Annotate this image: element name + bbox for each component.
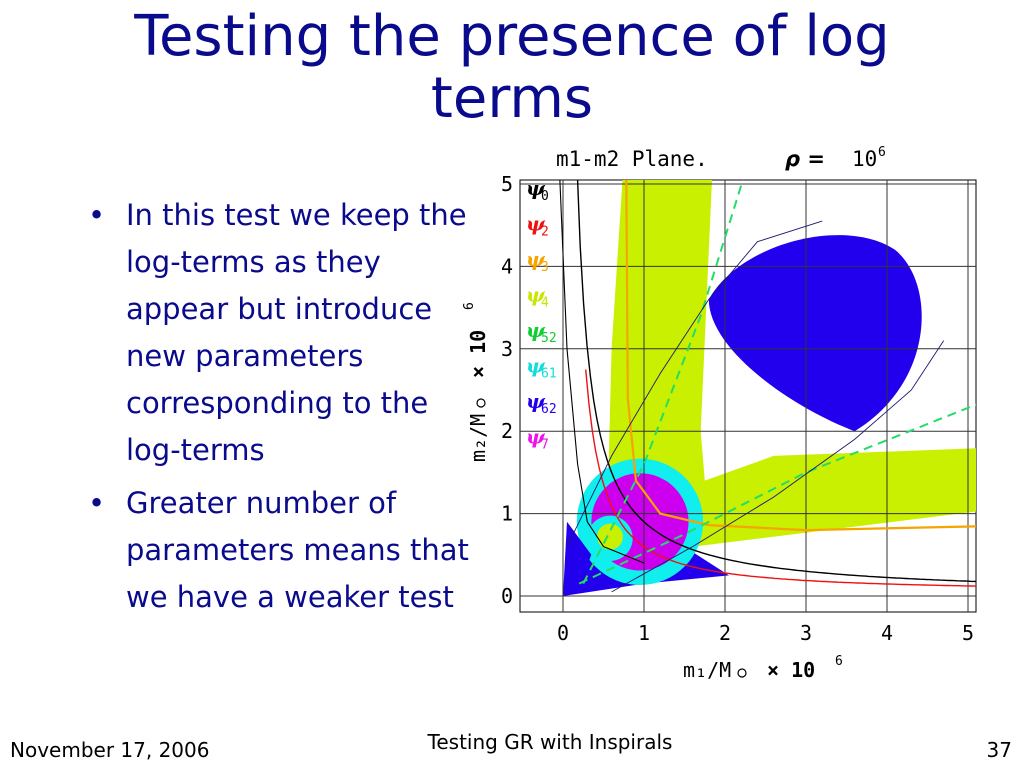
x-tick-label: 3 [800, 621, 812, 645]
bullet-dot-icon: • [88, 198, 106, 232]
psi62-blob-region [708, 235, 922, 432]
y-axis-label-suffix: × 10 [466, 330, 490, 378]
y-tick-label: 2 [501, 419, 513, 443]
bullet-dot-icon: • [88, 486, 106, 520]
axis-ticks: 0 1 2 3 4 5 0 1 2 3 4 5 [501, 172, 974, 645]
footer-title: Testing GR with Inspirals [427, 730, 673, 754]
x-tick-label: 1 [638, 621, 650, 645]
y-tick-label: 5 [501, 172, 513, 196]
x-axis-label: m₁/M × 10 6 [683, 654, 843, 682]
legend-entry-symbol: ψ [526, 247, 546, 271]
legend-entry-subscript: 3 [541, 260, 549, 275]
psi3-curve [625, 180, 976, 532]
psi4-inner-spot [597, 523, 623, 550]
thin-contour-lower [611, 340, 945, 593]
legend-entry-subscript: 2 [541, 225, 549, 240]
legend-entry-subscript: 61 [541, 367, 557, 382]
y-tick-label: 3 [501, 337, 513, 361]
psi52-dashed-lower [578, 403, 976, 585]
y-tick-label: 4 [501, 254, 513, 278]
x-axis-label-exp: 6 [835, 654, 843, 669]
slide-title: Testing the presence of log terms [0, 6, 1024, 130]
legend-entry-symbol: ψ [526, 318, 546, 342]
x-axis-label-suffix: × 10 [767, 658, 815, 682]
bullet-item: • In this test we keep the log-terms as … [88, 192, 480, 474]
y-axis-label-text: m₂/M [466, 414, 490, 462]
bullet-text: In this test we keep the log-terms as th… [126, 198, 467, 467]
legend-entry-symbol: ψ [526, 354, 546, 378]
psi52-dashed-upper [582, 180, 744, 585]
legend-entry-subscript: 62 [541, 402, 557, 417]
x-axis-label-text: m₁/M [683, 658, 731, 682]
x-tick-label: 4 [881, 621, 893, 645]
slide-title-line-2: terms [430, 66, 594, 131]
psi0-secondary-curve [559, 180, 645, 564]
legend-entry-subscript: 4 [541, 296, 549, 311]
legend-entry-subscript: 0 [541, 189, 549, 204]
psi0-curve [576, 180, 976, 583]
legend-entry-symbol: ψ [526, 176, 546, 200]
bullet-text: Greater number of parameters means that … [126, 486, 469, 614]
legend-entry-subscript: 7 [541, 438, 549, 453]
thin-contour-upper [566, 220, 823, 547]
x-tick-label: 0 [557, 621, 569, 645]
chart-title-rho-value: 10 [852, 147, 877, 171]
bullet-item: • Greater number of parameters means tha… [88, 480, 480, 621]
plot-regions [563, 180, 976, 596]
legend-entry-symbol: ψ [526, 283, 546, 307]
plot-grid [520, 180, 976, 612]
y-axis-label: m₂/M × 10 6 [462, 302, 490, 462]
psi2-curve [585, 369, 976, 587]
page-number: 37 [986, 738, 1012, 762]
legend-entry-subscript: 52 [541, 331, 557, 346]
sun-symbol-icon [737, 668, 747, 678]
x-tick-label: 2 [719, 621, 731, 645]
chart-title-rho-exp: 6 [878, 145, 886, 160]
y-tick-label: 1 [501, 502, 513, 526]
slide-title-line-1: Testing the presence of log [134, 4, 890, 69]
footer-date: November 17, 2006 [10, 738, 210, 762]
legend-entry-symbol: ψ [526, 425, 546, 449]
legend-entry-symbol: ψ [526, 389, 546, 413]
bullet-list: • In this test we keep the log-terms as … [88, 192, 480, 627]
x-tick-label: 5 [962, 621, 974, 645]
chart-title-rho: ρ = [785, 147, 825, 171]
sun-symbol-icon [476, 398, 486, 408]
plot-curves [559, 180, 976, 593]
chart-title: m1-m2 Plane. [556, 147, 708, 171]
y-axis-label-exp: 6 [462, 302, 477, 310]
y-tick-label: 0 [501, 584, 513, 608]
psi4-region [607, 180, 976, 551]
legend-entry-symbol: ψ [526, 212, 546, 236]
